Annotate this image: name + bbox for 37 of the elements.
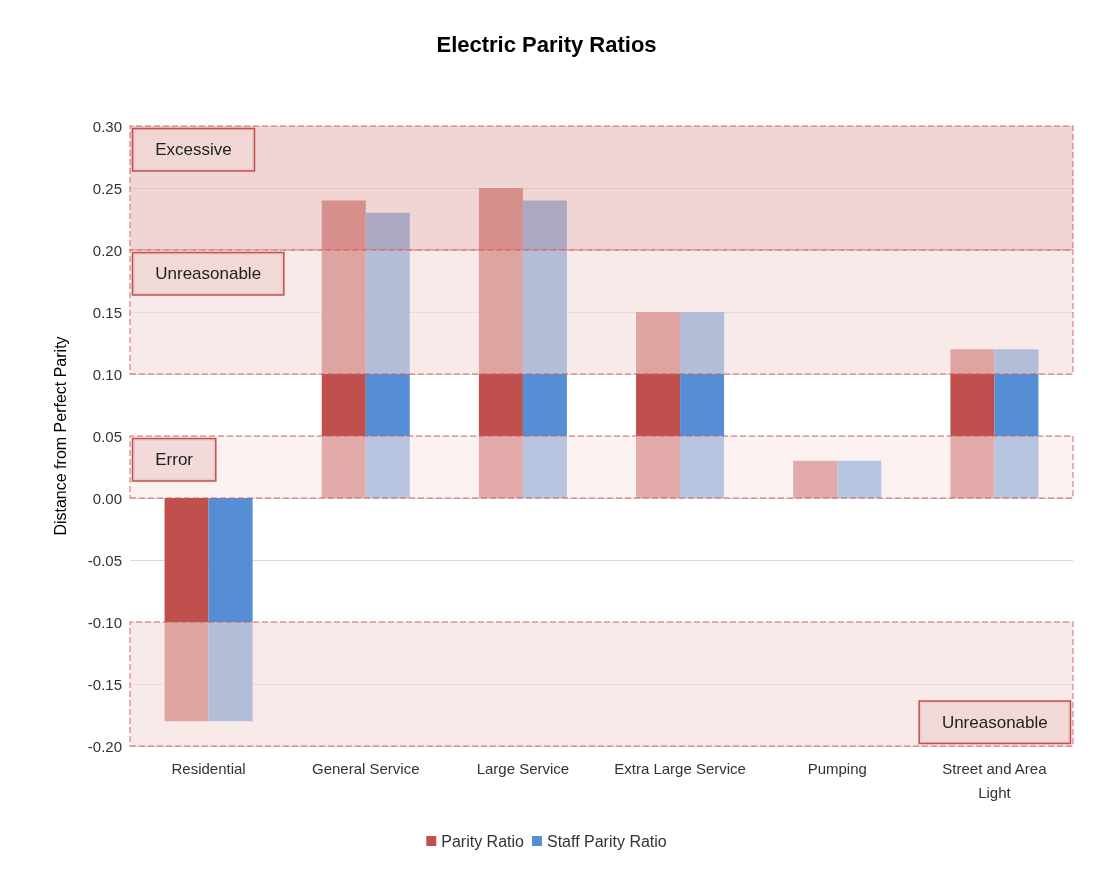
bar bbox=[478, 188, 523, 498]
x-tick-label: Large Service bbox=[476, 759, 570, 777]
y-tick-label: 0.30 bbox=[92, 117, 122, 135]
band-label: Excessive bbox=[155, 140, 232, 160]
bar bbox=[164, 498, 209, 722]
y-tick-label: 0.10 bbox=[92, 365, 122, 383]
y-axis-title: Distance from Perfect Parity bbox=[51, 336, 69, 536]
bar bbox=[365, 212, 410, 498]
x-tick-label: Residential bbox=[171, 759, 246, 777]
y-tick-label: 0.15 bbox=[92, 303, 122, 321]
bar bbox=[636, 312, 681, 498]
y-tick-label: 0.00 bbox=[92, 489, 122, 507]
y-tick-label: -0.15 bbox=[87, 675, 122, 693]
y-tick-label: -0.20 bbox=[87, 737, 122, 755]
bar bbox=[950, 349, 995, 498]
bar bbox=[208, 498, 253, 722]
y-tick-label: -0.05 bbox=[87, 551, 122, 569]
x-tick-label: Pumping bbox=[807, 759, 867, 777]
bar bbox=[522, 200, 567, 498]
band-label: Unreasonable bbox=[941, 712, 1048, 732]
band-label: Error bbox=[155, 450, 194, 470]
x-tick-label: Street and Area Light bbox=[942, 759, 1048, 801]
y-tick-label: 0.25 bbox=[92, 179, 122, 197]
bar bbox=[994, 349, 1039, 498]
y-tick-label: 0.05 bbox=[92, 427, 122, 445]
x-tick-label: General Service bbox=[311, 759, 420, 777]
chart-title: Electric Parity Ratios bbox=[436, 31, 657, 57]
bar bbox=[837, 460, 882, 498]
y-tick-label: -0.10 bbox=[87, 613, 122, 631]
band-label: Unreasonable bbox=[155, 264, 262, 284]
bar bbox=[793, 460, 838, 498]
bar bbox=[680, 312, 725, 498]
y-tick-label: 0.20 bbox=[92, 241, 122, 259]
legend-label: Parity Ratio bbox=[441, 832, 525, 850]
bar bbox=[321, 200, 366, 498]
x-tick-label: Extra Large Service bbox=[614, 759, 746, 777]
legend-label: Staff Parity Ratio bbox=[546, 832, 667, 850]
